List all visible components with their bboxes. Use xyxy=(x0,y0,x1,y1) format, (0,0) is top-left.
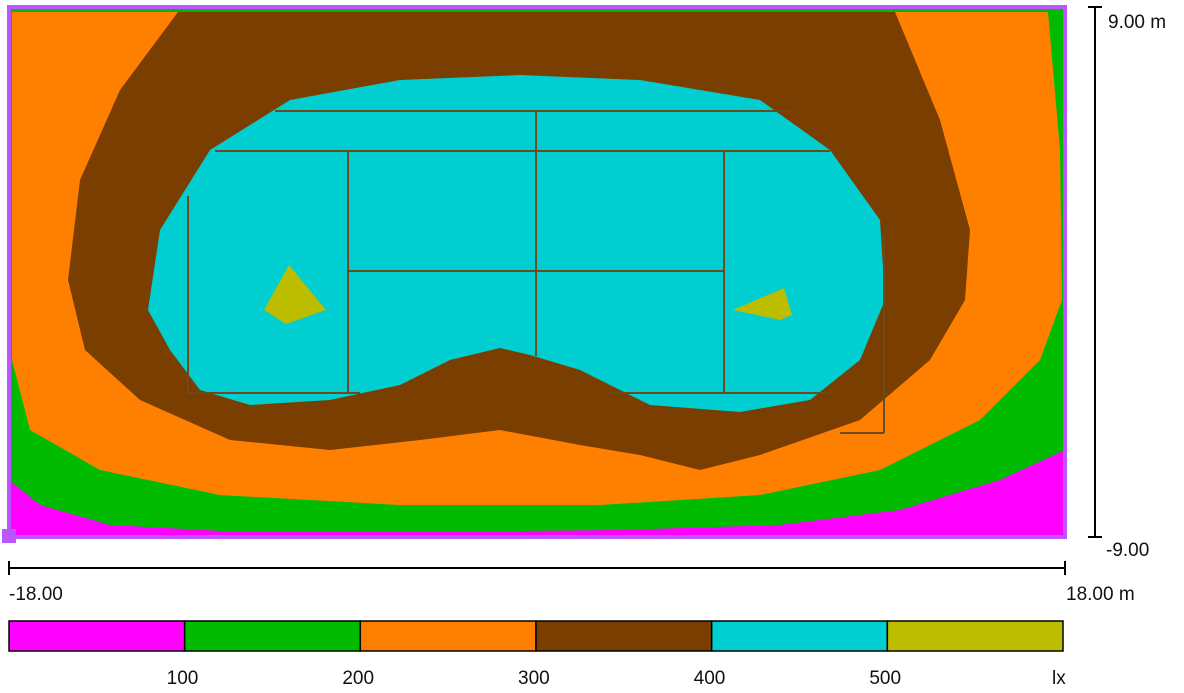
legend-band-2 xyxy=(359,620,537,652)
legend-tick-label: 200 xyxy=(342,668,375,689)
legend-tick-label: 300 xyxy=(518,668,550,689)
legend-band-0 xyxy=(8,620,186,652)
legend-tick-label: 100 xyxy=(166,668,199,689)
y-dimension-line xyxy=(1088,6,1102,538)
legend-band-5 xyxy=(886,620,1064,652)
plot-frame xyxy=(7,5,1067,539)
zone-above-500-left xyxy=(264,265,326,324)
zone-above-500-right xyxy=(733,288,792,320)
legend-tick-label: 400 xyxy=(693,668,726,689)
origin-marker xyxy=(2,529,16,543)
legend-bar xyxy=(8,620,1064,652)
x-axis-left-label: -18.00 xyxy=(9,584,63,605)
legend-tick-label: 500 xyxy=(869,668,902,689)
legend-band-4 xyxy=(710,620,889,652)
x-axis-right-label: 18.00 m xyxy=(1066,584,1135,605)
court-lines xyxy=(187,110,885,434)
x-dimension-line xyxy=(8,561,1066,575)
y-axis-bottom-label: -9.00 xyxy=(1106,540,1150,561)
legend-band-3 xyxy=(535,620,713,652)
legend-unit-label: lx xyxy=(1052,668,1066,689)
legend-band-1 xyxy=(183,620,362,652)
y-axis-top-label: 9.00 m xyxy=(1108,12,1167,33)
zone-400-500 xyxy=(148,75,885,412)
